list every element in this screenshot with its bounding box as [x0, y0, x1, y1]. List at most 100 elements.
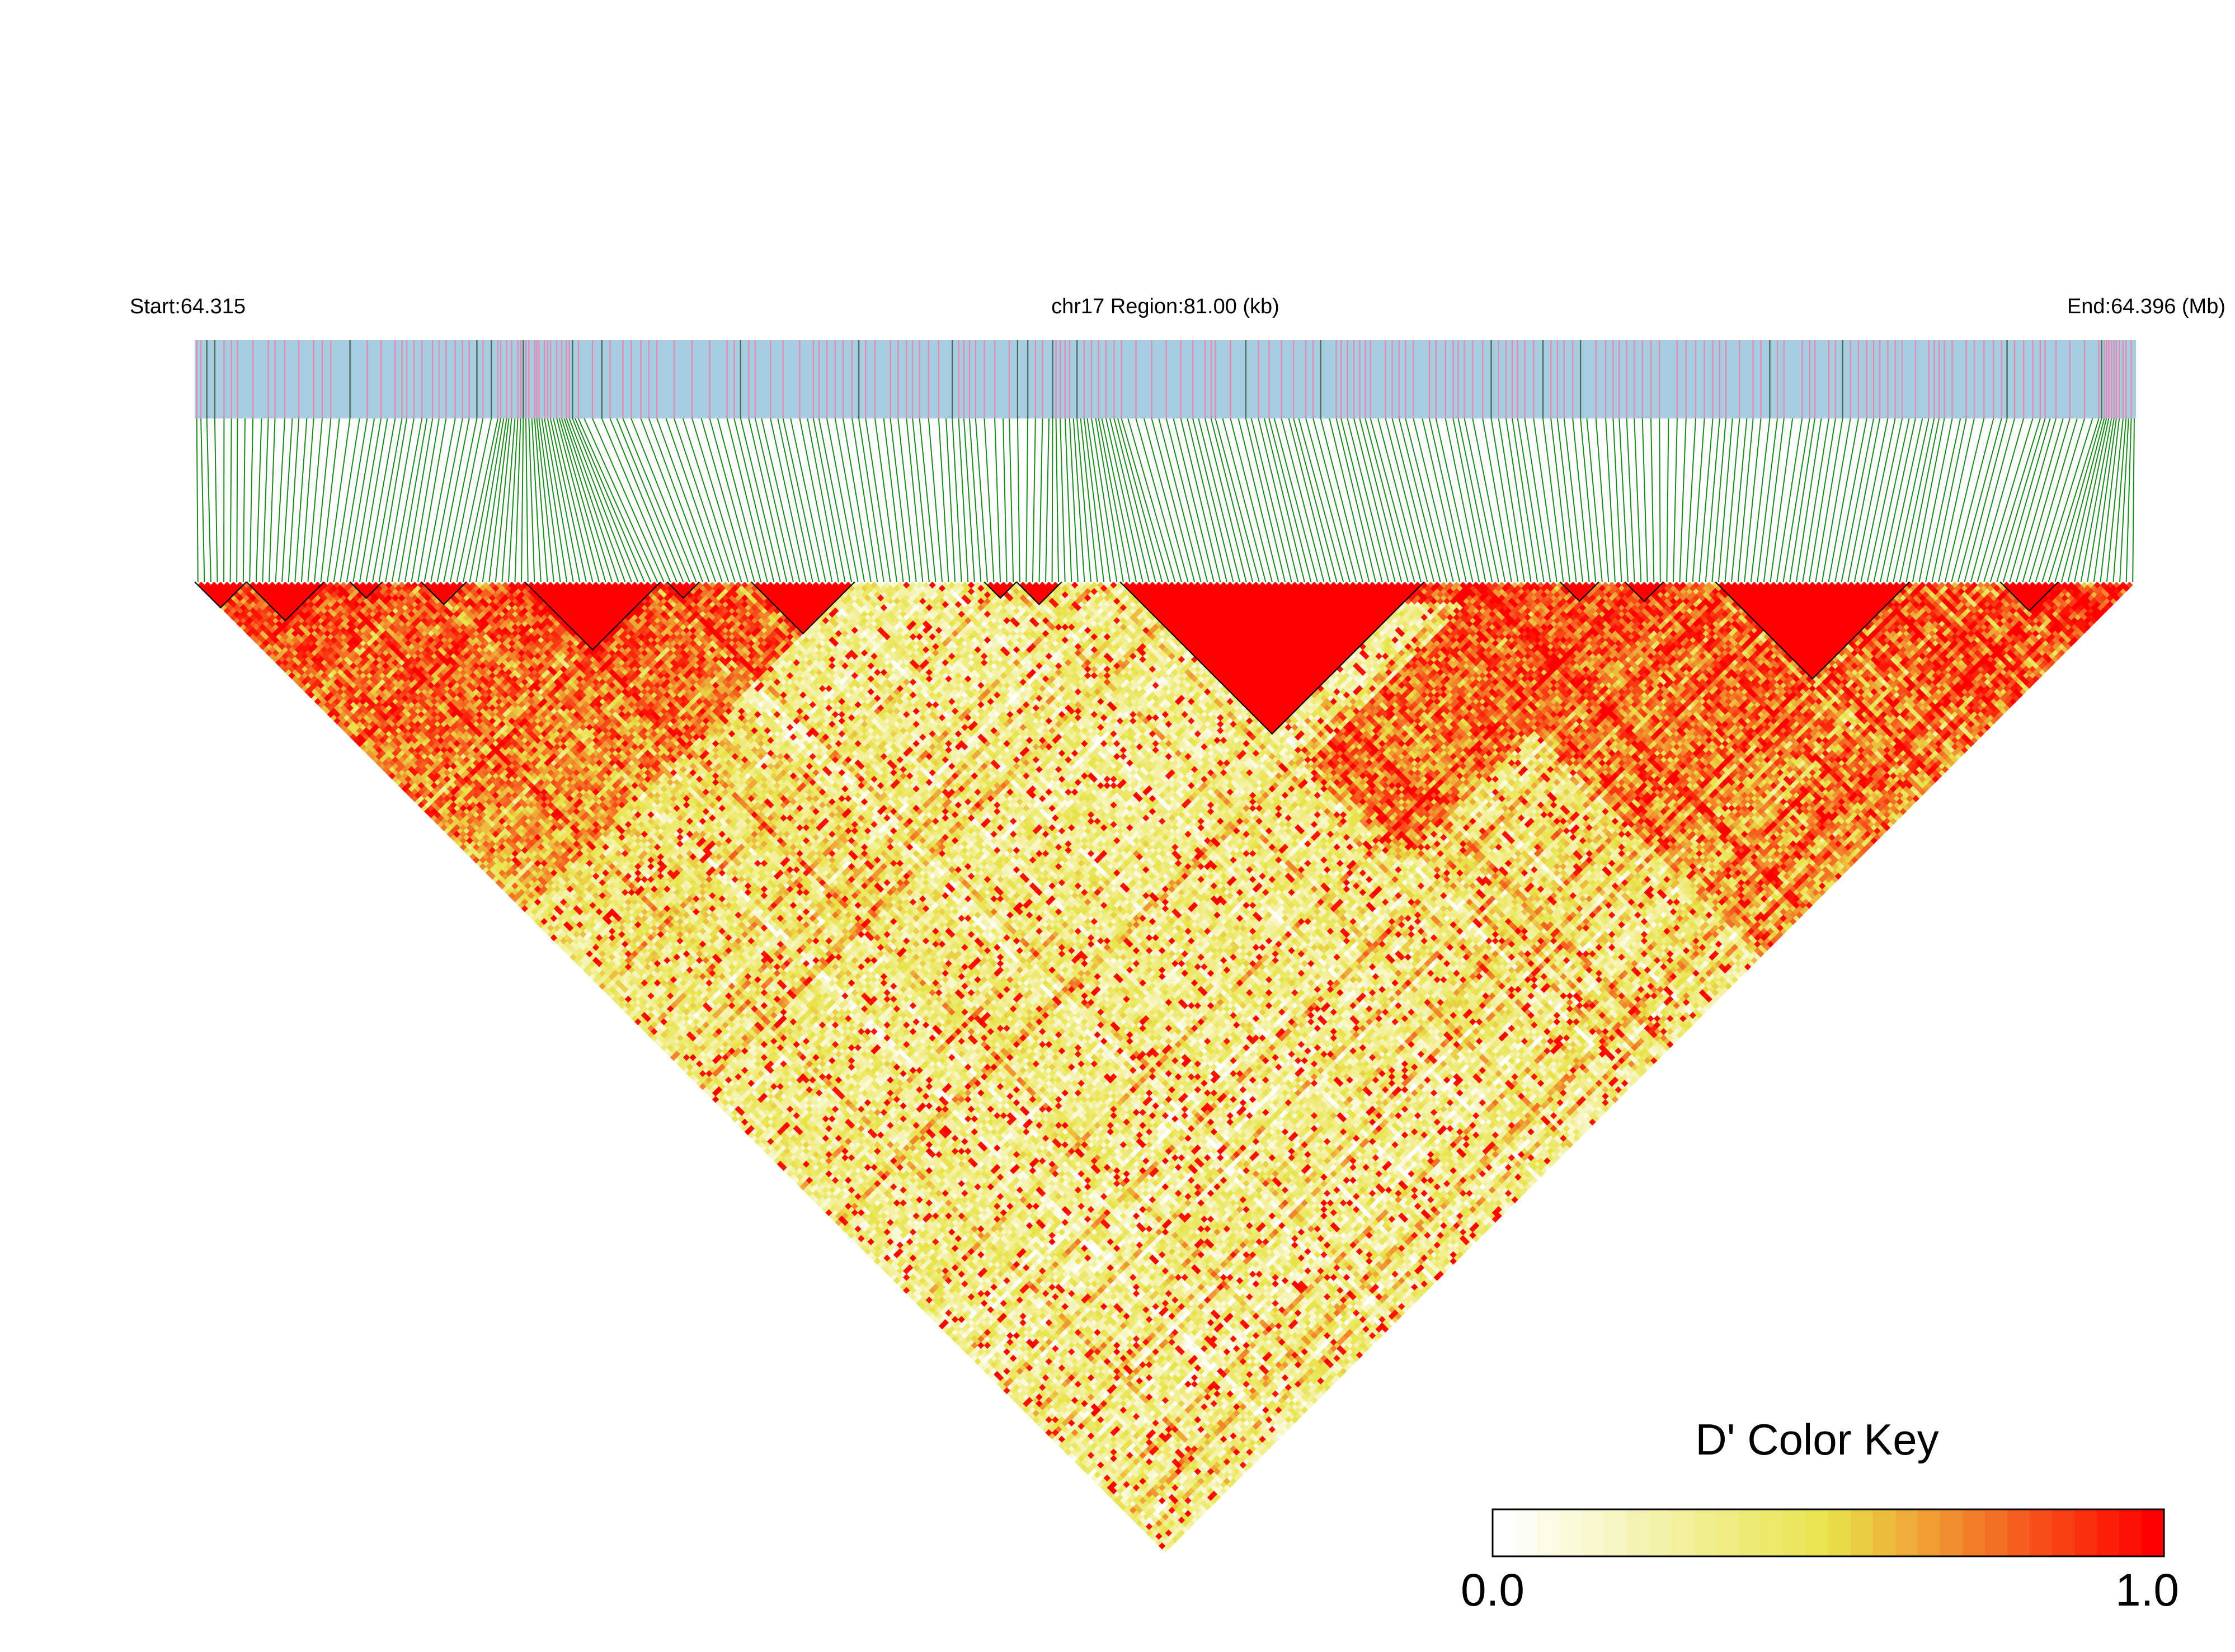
- snp-connector-line: [754, 418, 794, 582]
- snp-connector-line: [1750, 418, 1771, 582]
- snp-connector-line: [1312, 418, 1357, 582]
- snp-connector-line: [1263, 418, 1305, 582]
- snp-connector-line: [1245, 418, 1286, 582]
- snp-connector-line: [214, 418, 218, 582]
- snp-connector-line: [640, 418, 703, 582]
- ld-block-outline: [349, 581, 383, 599]
- snp-connector-line: [463, 418, 498, 582]
- color-key-step: [1851, 1509, 1874, 1556]
- color-key-step: [1716, 1509, 1739, 1556]
- snp-connector-line: [1127, 418, 1176, 582]
- snp-connector-line: [1605, 418, 1616, 582]
- snp-connector-line: [1288, 418, 1331, 582]
- color-key-step: [1627, 1509, 1650, 1556]
- snp-connector-line: [443, 418, 478, 582]
- region-start-label: Start:64.315: [130, 295, 246, 318]
- snp-connector-line: [812, 418, 846, 582]
- snp-connector-line: [1983, 418, 2034, 582]
- snp-connector-line: [482, 418, 507, 582]
- snp-connector-line: [1258, 418, 1299, 582]
- snp-connector-line: [1464, 418, 1499, 582]
- snp-connector-line: [1098, 418, 1131, 582]
- snp-connector-line: [1064, 418, 1072, 582]
- snp-connector-line: [890, 418, 911, 582]
- snp-connector-line: [1158, 418, 1202, 582]
- ld-block-outline: [194, 581, 247, 609]
- snp-connector-line: [534, 418, 548, 582]
- snp-connector-line: [411, 418, 440, 582]
- snp-connector-line: [1072, 418, 1085, 582]
- color-key-step: [1806, 1509, 1829, 1556]
- snp-connector-line: [883, 418, 904, 582]
- ld-block-outline: [984, 581, 1017, 599]
- region-title-label: chr17 Region:81.00 (kb): [1051, 295, 1279, 318]
- snp-connector-line: [1215, 418, 1260, 582]
- snp-connector-line: [622, 418, 690, 582]
- snp-connector-line: [288, 418, 300, 582]
- snp-connector-line: [536, 418, 554, 582]
- snp-connector-line: [553, 418, 594, 582]
- snp-connector-line: [1737, 418, 1754, 582]
- snp-connector-line: [1364, 418, 1409, 582]
- snp-connector-line: [2087, 418, 2115, 582]
- snp-connector-line: [1413, 418, 1454, 582]
- color-key-step: [1963, 1509, 1985, 1556]
- snp-connector-line: [782, 418, 820, 582]
- snp-connector-line: [1828, 418, 1859, 582]
- snp-connector-line: [616, 418, 684, 582]
- snp-connector-line: [1711, 418, 1727, 582]
- snp-connector-line: [1472, 418, 1506, 582]
- snp-connector-line: [1359, 418, 1403, 582]
- snp-connector-line: [556, 418, 600, 582]
- snp-connector-line: [1091, 418, 1118, 582]
- snp-connector-line: [514, 418, 521, 582]
- snp-connector-line: [1398, 418, 1441, 582]
- color-key-step: [1537, 1509, 1560, 1556]
- color-key-max-label: 1.0: [2115, 1565, 2179, 1616]
- snp-connector-line: [1718, 418, 1733, 582]
- snp-connector-line: [1977, 418, 2025, 582]
- snp-connector-line: [1121, 418, 1169, 582]
- snp-connector-line: [206, 418, 211, 582]
- snp-connector-line: [1893, 418, 1930, 582]
- snp-connector-line: [1618, 418, 1629, 582]
- snp-connector-line: [2035, 418, 2086, 582]
- snp-connector-line: [1017, 418, 1020, 582]
- color-key-step: [1560, 1509, 1583, 1556]
- snp-connector-line: [945, 418, 956, 582]
- snp-connector-line: [1641, 418, 1648, 582]
- color-key-step: [1940, 1509, 1963, 1556]
- snp-connector-line: [307, 418, 323, 582]
- snp-connector-line: [1957, 418, 2002, 582]
- ld-block-outline: [524, 581, 661, 651]
- snp-connector-line: [1101, 418, 1137, 582]
- snp-connector-line: [656, 418, 717, 582]
- snp-connector-line: [430, 418, 463, 582]
- snp-connector-line: [469, 418, 501, 582]
- snp-connector-line: [561, 418, 613, 582]
- snp-connector-line: [424, 418, 456, 582]
- snp-connector-line: [1422, 418, 1461, 582]
- snp-connector-line: [1051, 418, 1053, 582]
- ld-block-outline: [1624, 581, 1664, 603]
- color-key-min-label: 0.0: [1461, 1565, 1524, 1616]
- snp-connector-line: [1951, 418, 1994, 582]
- snp-connector-line: [1377, 418, 1422, 582]
- snp-connector-line: [404, 418, 434, 582]
- snp-connector-line: [574, 418, 645, 582]
- snp-connector-line: [1076, 418, 1091, 582]
- color-key-step: [1582, 1509, 1605, 1556]
- snp-connector-line: [1580, 418, 1597, 582]
- snp-connector-line: [1298, 418, 1344, 582]
- snp-connector-line: [1370, 418, 1415, 582]
- snp-connector-line: [242, 418, 246, 582]
- snp-connector-line: [488, 418, 510, 582]
- snp-connector-line: [906, 418, 924, 582]
- color-key-step: [1605, 1509, 1627, 1556]
- snp-connector-line: [975, 418, 988, 582]
- snp-connector-line: [1198, 418, 1240, 582]
- track-background: [195, 340, 2136, 418]
- snp-connector-line: [1293, 418, 1338, 582]
- snp-connector-line: [2041, 418, 2093, 582]
- snp-connector-line: [1086, 418, 1111, 582]
